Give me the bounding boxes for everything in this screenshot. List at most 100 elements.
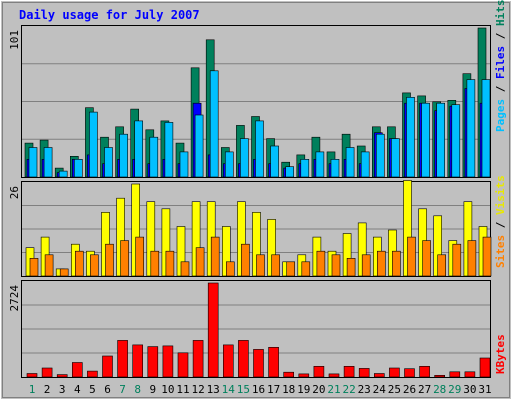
pages-bar bbox=[466, 79, 476, 178]
kbytes-bar bbox=[434, 374, 446, 378]
pages-bar bbox=[375, 133, 385, 178]
sites-bar bbox=[422, 240, 431, 277]
day-label: 9 bbox=[149, 383, 156, 396]
kbytes-bar bbox=[192, 340, 204, 378]
day-label: 5 bbox=[89, 383, 96, 396]
pages-bar bbox=[360, 151, 370, 178]
sites-bar bbox=[90, 254, 99, 277]
kbytes-bar bbox=[298, 373, 310, 378]
day-label: 28 bbox=[433, 383, 446, 396]
pages-bar bbox=[209, 70, 219, 178]
sites-bar bbox=[316, 250, 326, 277]
sites-bar bbox=[195, 247, 205, 277]
legend-slash-2: / bbox=[494, 26, 507, 46]
day-label: 22 bbox=[342, 383, 355, 396]
day-label: 27 bbox=[418, 383, 431, 396]
day-label: 19 bbox=[297, 383, 310, 396]
pages-bar bbox=[300, 159, 310, 178]
pages-bar bbox=[240, 138, 249, 178]
legend-hits: Hits bbox=[494, 0, 507, 26]
kbytes-bar bbox=[268, 346, 279, 378]
pages-bar bbox=[225, 151, 234, 178]
day-label: 25 bbox=[388, 383, 401, 396]
pages-bar bbox=[436, 102, 446, 178]
sites-bar bbox=[120, 240, 129, 277]
pages-bar bbox=[391, 138, 400, 178]
legend-slash-1: / bbox=[494, 79, 507, 99]
legend-kbytes: KBytes bbox=[494, 334, 507, 374]
day-label: 12 bbox=[191, 383, 204, 396]
pages-bar bbox=[89, 111, 98, 178]
kbytes-bar bbox=[41, 367, 53, 378]
sites-bar bbox=[286, 261, 296, 277]
legend-middle: Sites / Visits bbox=[494, 175, 507, 268]
bottom-ymax-label: 2724 bbox=[8, 285, 21, 312]
day-label: 13 bbox=[207, 383, 220, 396]
chart-title: Daily usage for July 2007 bbox=[19, 8, 200, 22]
kbytes-bar bbox=[464, 371, 476, 378]
kbytes-bar bbox=[177, 352, 189, 378]
pages-bar bbox=[406, 97, 415, 178]
sites-bar bbox=[210, 236, 220, 277]
pages-bar bbox=[28, 147, 38, 178]
day-label: 23 bbox=[358, 383, 371, 396]
pages-bar bbox=[194, 114, 204, 178]
sites-bar bbox=[482, 236, 492, 277]
legend-files: Files bbox=[494, 46, 507, 79]
sites-bar bbox=[301, 261, 311, 277]
day-label: 17 bbox=[267, 383, 280, 396]
x-axis-day-labels: 1 2 3 4 5 6 7 8 9 10 11 12 13 14 15 16 17 18 19 20 21 22 23 24 2… bbox=[29, 383, 492, 396]
kbytes-bar bbox=[26, 373, 38, 378]
kbytes-bar bbox=[117, 340, 128, 378]
kbytes-bar bbox=[358, 368, 370, 378]
day-label: 16 bbox=[252, 383, 265, 396]
sites-bar bbox=[392, 250, 401, 277]
kbytes-bar bbox=[162, 345, 174, 378]
kbytes-bar bbox=[328, 373, 340, 378]
pages-bar bbox=[164, 122, 174, 178]
sites-bar bbox=[29, 257, 39, 277]
pages-bar bbox=[315, 151, 325, 178]
kbytes-bar bbox=[207, 282, 219, 378]
day-label: 29 bbox=[448, 383, 461, 396]
kbytes-bar bbox=[87, 370, 98, 378]
day-label: 1 bbox=[29, 383, 36, 396]
bars-layer bbox=[24, 27, 492, 378]
pages-bar bbox=[421, 102, 430, 178]
kbytes-bar bbox=[253, 349, 264, 378]
day-label: 6 bbox=[104, 383, 111, 396]
kbytes-bar bbox=[313, 365, 325, 378]
day-label: 3 bbox=[59, 383, 66, 396]
pages-bar bbox=[330, 159, 340, 178]
sites-bar bbox=[180, 261, 190, 277]
day-label: 31 bbox=[478, 383, 491, 396]
sites-bar bbox=[331, 254, 341, 277]
pages-bar bbox=[285, 166, 295, 178]
day-label: 24 bbox=[373, 383, 387, 396]
sites-bar bbox=[271, 254, 280, 277]
day-label: 8 bbox=[134, 383, 141, 396]
sites-bar bbox=[226, 261, 235, 277]
pages-bar bbox=[104, 147, 113, 178]
pages-bar bbox=[74, 159, 83, 178]
sites-bar bbox=[44, 254, 54, 277]
kbytes-bar bbox=[72, 362, 83, 378]
day-label: 15 bbox=[237, 383, 250, 396]
kbytes-bar bbox=[373, 373, 385, 378]
legend-sites: Sites bbox=[494, 235, 507, 268]
day-label: 7 bbox=[119, 383, 126, 396]
pages-bar bbox=[451, 104, 461, 178]
sites-bar bbox=[437, 254, 447, 277]
pages-bar bbox=[149, 136, 159, 178]
pages-bar bbox=[179, 151, 189, 178]
pages-bar bbox=[270, 145, 279, 178]
pages-bar bbox=[481, 79, 491, 178]
legend-top: Pages / Files / Hits bbox=[494, 0, 507, 132]
kbytes-bar bbox=[389, 367, 400, 378]
kbytes-bar bbox=[419, 365, 430, 378]
middle-ymax-label: 26 bbox=[8, 186, 21, 199]
sites-bar bbox=[241, 243, 250, 277]
day-label: 30 bbox=[463, 383, 476, 396]
